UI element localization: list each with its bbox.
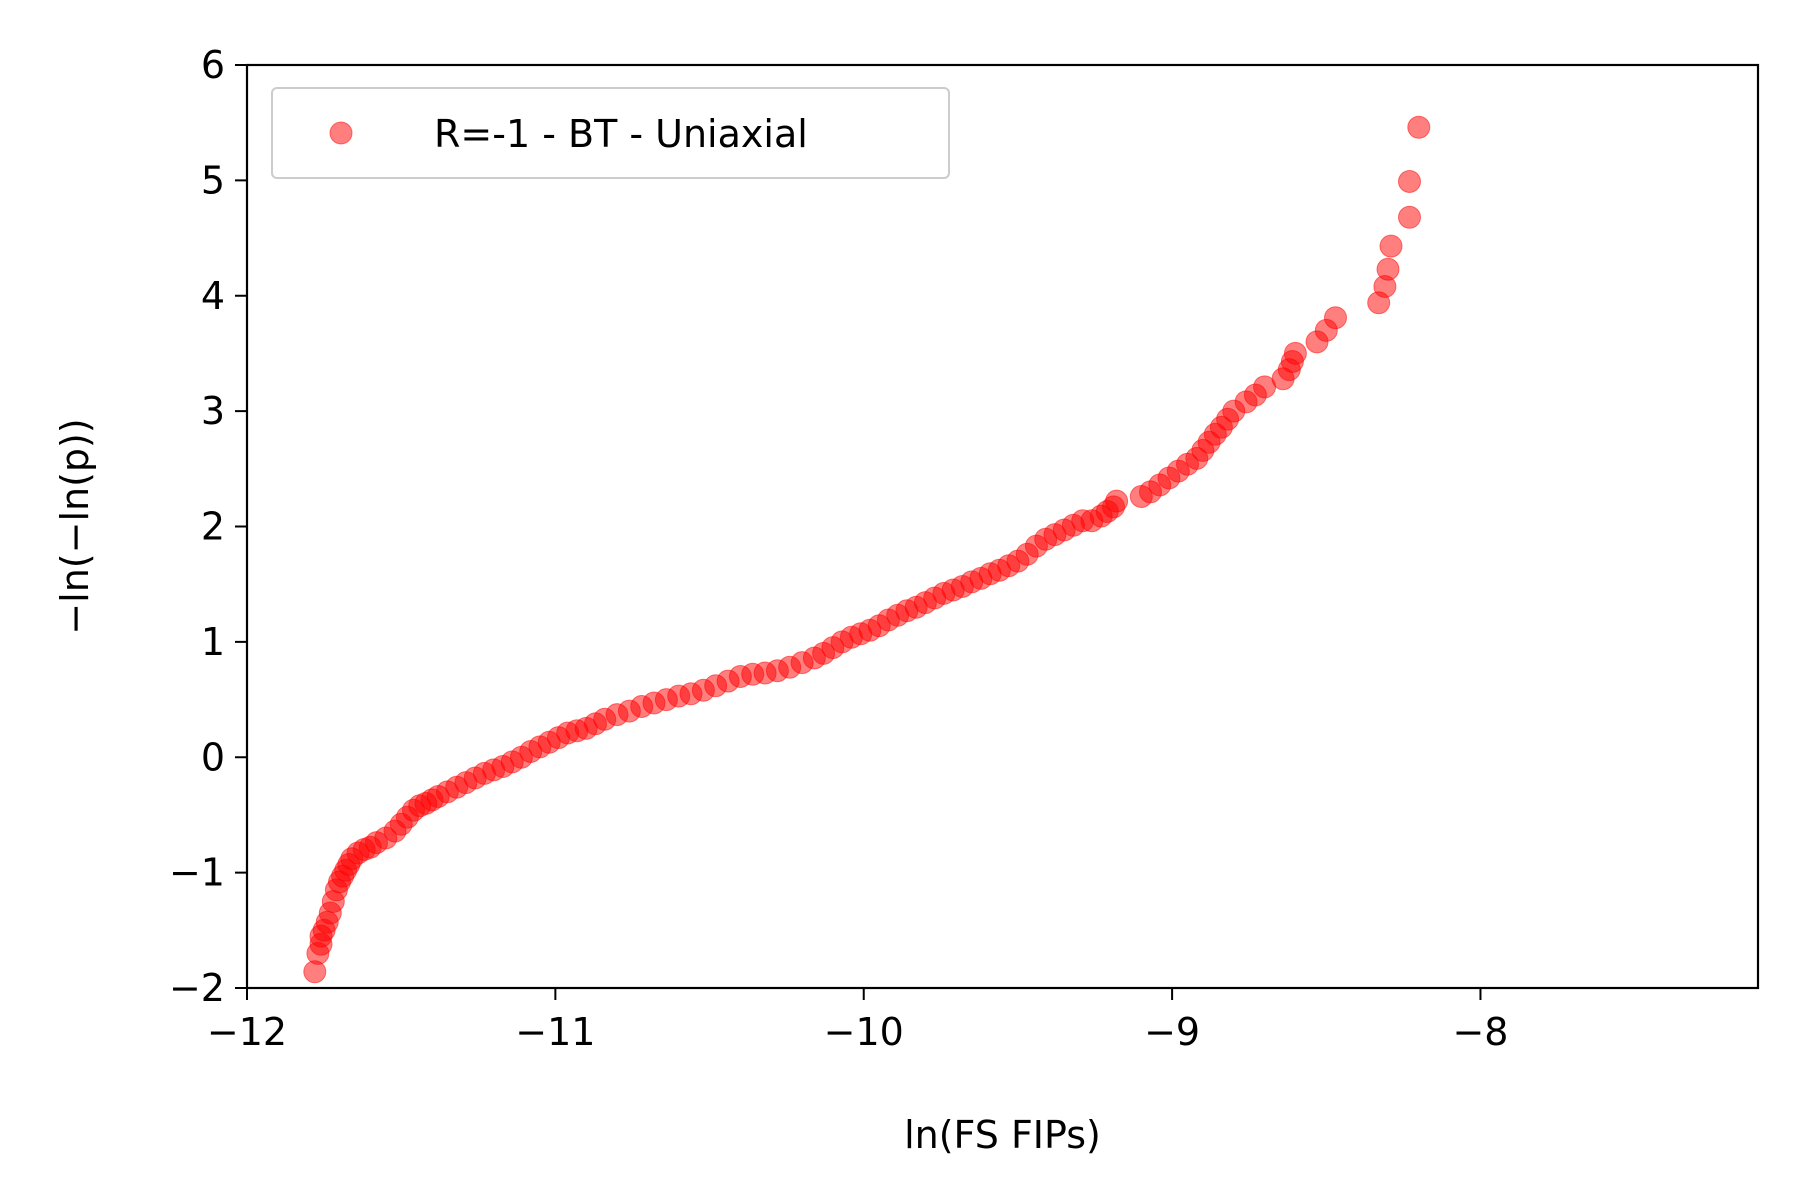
y-tick-label: 4 — [201, 274, 225, 318]
y-tick-label: 1 — [201, 620, 225, 664]
y-tick-label: 2 — [201, 505, 225, 549]
data-point — [1376, 257, 1400, 281]
legend-marker — [329, 121, 353, 145]
x-axis-label: ln(FS FIPs) — [904, 1113, 1101, 1157]
y-tick-label: −2 — [169, 966, 225, 1010]
y-tick-label: 6 — [201, 43, 225, 87]
y-axis-ticks: −2 −1 0 1 2 3 4 5 6 — [169, 43, 247, 1010]
legend-label: R=-1 - BT - Uniaxial — [434, 112, 808, 156]
x-tick-label: −9 — [1144, 1010, 1200, 1054]
legend-box — [271, 87, 950, 179]
data-point — [1283, 341, 1307, 365]
y-tick-label: −1 — [169, 851, 225, 895]
data-point — [1379, 234, 1403, 258]
plot-frame — [245, 63, 1760, 990]
data-point — [1398, 205, 1421, 229]
data-point — [1398, 170, 1421, 193]
x-tick-label: −8 — [1452, 1010, 1508, 1054]
y-tick-label: 3 — [201, 389, 225, 433]
x-tick-label: −12 — [207, 1010, 287, 1054]
legend: R=-1 - BT - Uniaxial — [271, 87, 950, 179]
x-tick-label: −10 — [824, 1010, 904, 1054]
x-axis-ticks: −12 −11 −10 −9 −8 — [207, 988, 1508, 1054]
data-point — [1324, 306, 1347, 330]
data-point — [1407, 115, 1431, 139]
y-tick-label: 0 — [201, 735, 225, 779]
data-point — [1105, 489, 1129, 513]
x-tick-label: −11 — [515, 1010, 595, 1054]
y-tick-label: 5 — [201, 158, 225, 202]
scatter-points — [303, 115, 1431, 984]
y-axis-label: −ln(−ln(p)) — [53, 418, 97, 634]
